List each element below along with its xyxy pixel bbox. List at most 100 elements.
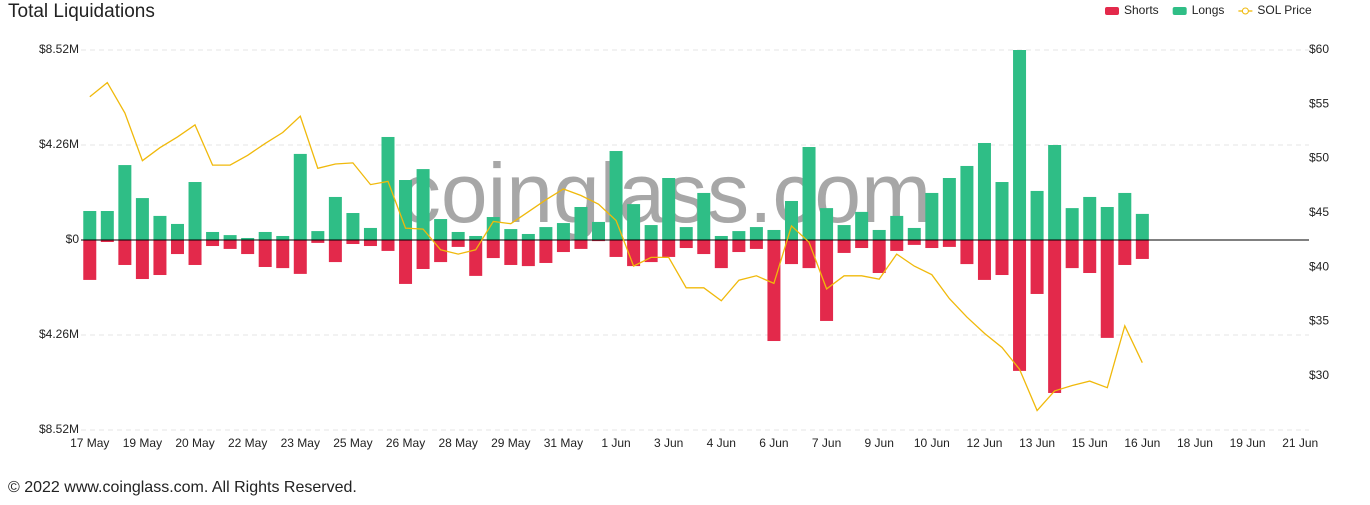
bar	[258, 231, 272, 240]
bar	[556, 223, 570, 240]
x-tick-label: 13 Jun	[1019, 436, 1055, 450]
bar	[697, 240, 711, 255]
x-tick-label: 25 May	[333, 436, 372, 450]
bar	[170, 223, 184, 240]
bar	[241, 240, 255, 255]
bar	[521, 233, 535, 240]
y2-tick-label: $35	[1309, 314, 1329, 328]
bar	[732, 231, 746, 240]
bar	[100, 240, 114, 243]
bar	[574, 206, 588, 240]
x-tick-label: 3 Jun	[654, 436, 683, 450]
bar	[223, 235, 237, 240]
bar	[328, 196, 342, 240]
bar	[627, 240, 641, 267]
bar	[135, 198, 149, 240]
bar	[942, 240, 956, 247]
bar	[592, 240, 606, 242]
bar	[820, 208, 834, 240]
bar	[644, 240, 658, 263]
bar	[328, 240, 342, 263]
chart-title: Total Liquidations	[8, 1, 155, 22]
bar	[521, 240, 535, 267]
bar	[469, 240, 483, 276]
bar	[662, 178, 676, 240]
bar	[1118, 240, 1132, 265]
bar	[381, 136, 395, 240]
bar	[486, 217, 500, 240]
y2-tick-label: $55	[1309, 96, 1329, 110]
bar	[890, 215, 904, 240]
bar	[170, 240, 184, 255]
bar	[1083, 240, 1097, 274]
bar	[556, 240, 570, 253]
y-tick-label: $4.26M	[39, 137, 79, 151]
bar	[1100, 240, 1114, 338]
bar	[767, 229, 781, 240]
bar	[995, 240, 1009, 276]
bar	[732, 240, 746, 253]
bar	[293, 153, 307, 240]
bar	[907, 240, 921, 245]
bar	[890, 240, 904, 251]
bar	[749, 227, 763, 240]
bar	[1135, 240, 1149, 259]
bar	[206, 240, 220, 247]
y2-tick-label: $40	[1309, 259, 1329, 273]
x-tick-label: 22 May	[228, 436, 267, 450]
bar	[925, 192, 939, 240]
bar	[311, 231, 325, 240]
x-tick-label: 18 Jun	[1177, 436, 1213, 450]
bar	[451, 231, 465, 240]
bar	[363, 227, 377, 240]
bar	[399, 180, 413, 240]
bar	[416, 240, 430, 269]
bar	[276, 240, 290, 269]
bar	[188, 240, 202, 265]
bar	[592, 221, 606, 240]
legend-label: Shorts	[1124, 3, 1159, 17]
bar	[995, 182, 1009, 240]
y2-tick-label: $60	[1309, 42, 1329, 56]
y-tick-label: $8.52M	[39, 422, 79, 436]
legend-label: SOL Price	[1257, 3, 1312, 17]
bar	[1100, 206, 1114, 240]
bar	[346, 213, 360, 240]
bar	[942, 178, 956, 240]
bar	[1013, 50, 1027, 240]
bar	[872, 229, 886, 240]
bar	[977, 240, 991, 280]
x-tick-label: 6 Jun	[759, 436, 788, 450]
bar	[381, 240, 395, 251]
bar	[697, 192, 711, 240]
bar	[714, 240, 728, 269]
y2-tick-label: $30	[1309, 368, 1329, 382]
bar	[784, 240, 798, 265]
bar	[363, 240, 377, 247]
x-tick-label: 29 May	[491, 436, 530, 450]
bar	[714, 235, 728, 240]
y-tick-label: $0	[66, 232, 80, 246]
bar	[837, 225, 851, 240]
bar	[416, 169, 430, 240]
bar	[539, 240, 553, 263]
legend-swatch	[1172, 7, 1187, 15]
y-tick-label: $8.52M	[39, 42, 79, 56]
x-tick-label: 19 May	[123, 436, 162, 450]
bar	[1083, 196, 1097, 240]
bar	[907, 227, 921, 240]
bar	[644, 225, 658, 240]
bar	[1065, 240, 1079, 269]
x-tick-label: 1 Jun	[601, 436, 630, 450]
bar	[206, 231, 220, 240]
bar	[399, 240, 413, 284]
bar	[223, 240, 237, 249]
bar	[1048, 145, 1062, 240]
bar	[293, 240, 307, 274]
bar	[1065, 208, 1079, 240]
x-tick-label: 7 Jun	[812, 436, 841, 450]
x-tick-label: 17 May	[70, 436, 109, 450]
bar	[960, 240, 974, 265]
